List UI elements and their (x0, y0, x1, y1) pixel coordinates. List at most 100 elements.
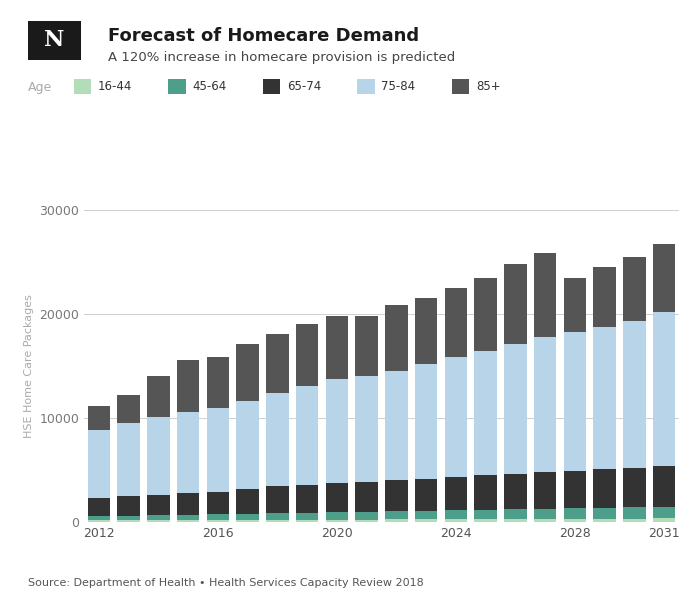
Bar (444, 288, 467, 358)
Bar (296, 520, 318, 522)
Bar (206, 514, 229, 520)
Bar (296, 513, 318, 520)
Bar (564, 519, 586, 522)
Bar (623, 518, 645, 522)
Bar (594, 326, 616, 469)
Bar (504, 509, 526, 519)
Bar (237, 401, 259, 489)
Bar (356, 482, 378, 512)
Text: 45-64: 45-64 (193, 80, 227, 94)
Bar (237, 344, 259, 401)
Bar (415, 479, 438, 511)
Bar (356, 376, 378, 482)
Text: Forecast of Homecare Demand: Forecast of Homecare Demand (108, 27, 419, 45)
Bar (356, 316, 378, 376)
Bar (326, 520, 348, 522)
Bar (147, 520, 169, 522)
Bar (206, 356, 229, 409)
Bar (385, 371, 407, 480)
Bar (653, 312, 676, 466)
Bar (88, 406, 110, 430)
Bar (504, 474, 526, 509)
Bar (147, 515, 169, 520)
Bar (564, 332, 586, 471)
Bar (356, 512, 378, 520)
Bar (594, 469, 616, 508)
Bar (504, 264, 526, 344)
Bar (415, 519, 438, 522)
Bar (653, 506, 676, 518)
Bar (177, 520, 199, 522)
Bar (475, 510, 497, 519)
Bar (296, 485, 318, 513)
Bar (653, 518, 676, 522)
Bar (564, 508, 586, 519)
Bar (296, 325, 318, 386)
Bar (88, 516, 110, 520)
Bar (444, 519, 467, 522)
Text: 75-84: 75-84 (382, 80, 416, 94)
Text: A 120% increase in homecare provision is predicted: A 120% increase in homecare provision is… (108, 51, 456, 64)
Bar (534, 509, 556, 519)
Bar (444, 477, 467, 510)
Bar (444, 510, 467, 519)
Bar (475, 475, 497, 510)
Bar (266, 514, 288, 520)
Text: Source: Department of Health • Health Services Capacity Review 2018: Source: Department of Health • Health Se… (28, 578, 423, 588)
Bar (206, 491, 229, 514)
Text: 16-44: 16-44 (98, 80, 132, 94)
Bar (504, 519, 526, 522)
Bar (118, 424, 140, 496)
Bar (385, 520, 407, 522)
Y-axis label: HSE Home Care Packages: HSE Home Care Packages (24, 294, 34, 438)
Bar (177, 515, 199, 520)
Bar (534, 472, 556, 509)
Bar (326, 316, 348, 379)
Bar (356, 520, 378, 522)
Bar (88, 497, 110, 516)
Bar (594, 267, 616, 326)
Bar (385, 480, 407, 511)
Bar (623, 467, 645, 507)
Bar (118, 496, 140, 516)
Bar (118, 395, 140, 424)
Bar (237, 489, 259, 514)
Bar (653, 466, 676, 506)
Bar (385, 305, 407, 371)
Bar (475, 519, 497, 522)
Bar (415, 364, 438, 479)
Text: 85+: 85+ (476, 80, 500, 94)
Bar (534, 337, 556, 472)
Bar (177, 360, 199, 412)
Bar (623, 257, 645, 321)
Bar (594, 508, 616, 518)
Bar (118, 520, 140, 522)
Bar (564, 471, 586, 508)
Bar (266, 393, 288, 487)
Bar (326, 483, 348, 512)
Bar (475, 350, 497, 475)
Text: Age: Age (28, 80, 52, 94)
Bar (444, 358, 467, 477)
Bar (206, 520, 229, 522)
Bar (653, 244, 676, 312)
Bar (385, 511, 407, 520)
Bar (147, 376, 169, 416)
Bar (147, 416, 169, 494)
Bar (147, 494, 169, 515)
Bar (415, 511, 438, 519)
Bar (88, 520, 110, 522)
Bar (415, 298, 438, 364)
Bar (504, 344, 526, 474)
Bar (594, 518, 616, 522)
Bar (534, 253, 556, 337)
Text: N: N (44, 29, 64, 52)
Bar (623, 507, 645, 518)
Bar (88, 430, 110, 497)
Bar (118, 516, 140, 520)
Bar (564, 278, 586, 332)
Bar (296, 386, 318, 485)
Bar (177, 493, 199, 515)
Bar (475, 278, 497, 350)
Bar (266, 520, 288, 522)
